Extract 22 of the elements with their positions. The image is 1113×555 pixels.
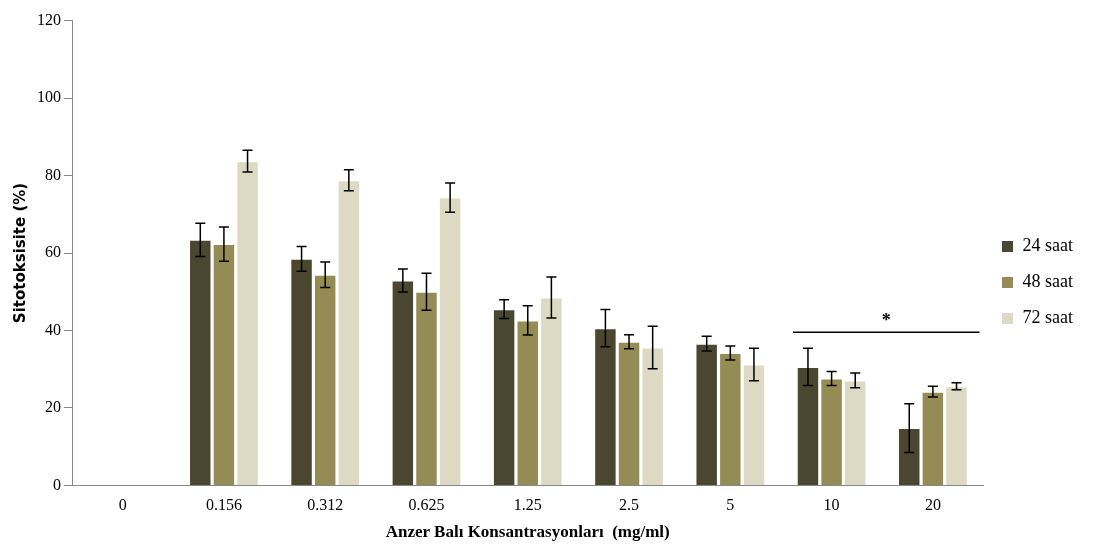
x-tick-label: 2.5 <box>619 496 640 514</box>
x-tick-label: 10 <box>823 496 840 514</box>
y-tick-label: 40 <box>45 320 61 338</box>
y-tick-label: 20 <box>45 398 61 416</box>
x-tick-label: 5 <box>726 496 735 514</box>
y-tick-label: 100 <box>37 88 61 106</box>
x-axis-title: Anzer Balı Konsantrasyonları (mg/ml) <box>385 522 670 542</box>
x-tick-label: 0.312 <box>307 496 344 514</box>
legend-label: 48 saat <box>1022 271 1073 292</box>
x-tick-label: 1.25 <box>513 496 542 514</box>
x-tick-label: 0.156 <box>205 496 242 514</box>
legend-label: 24 saat <box>1022 235 1073 256</box>
x-tick-label: 20 <box>924 496 941 514</box>
y-tick-label: 120 <box>37 10 61 28</box>
x-tick-label: 0 <box>118 496 127 514</box>
legend-label: 72 saat <box>1022 307 1073 328</box>
y-tick-label: 80 <box>45 165 61 183</box>
y-tick-label: 60 <box>45 243 61 261</box>
y-axis-title: Sitotoksisite (%) <box>10 182 29 324</box>
annotation: * <box>881 309 891 330</box>
y-tick-label: 0 <box>53 475 61 493</box>
x-tick-label: 0.625 <box>408 496 445 514</box>
